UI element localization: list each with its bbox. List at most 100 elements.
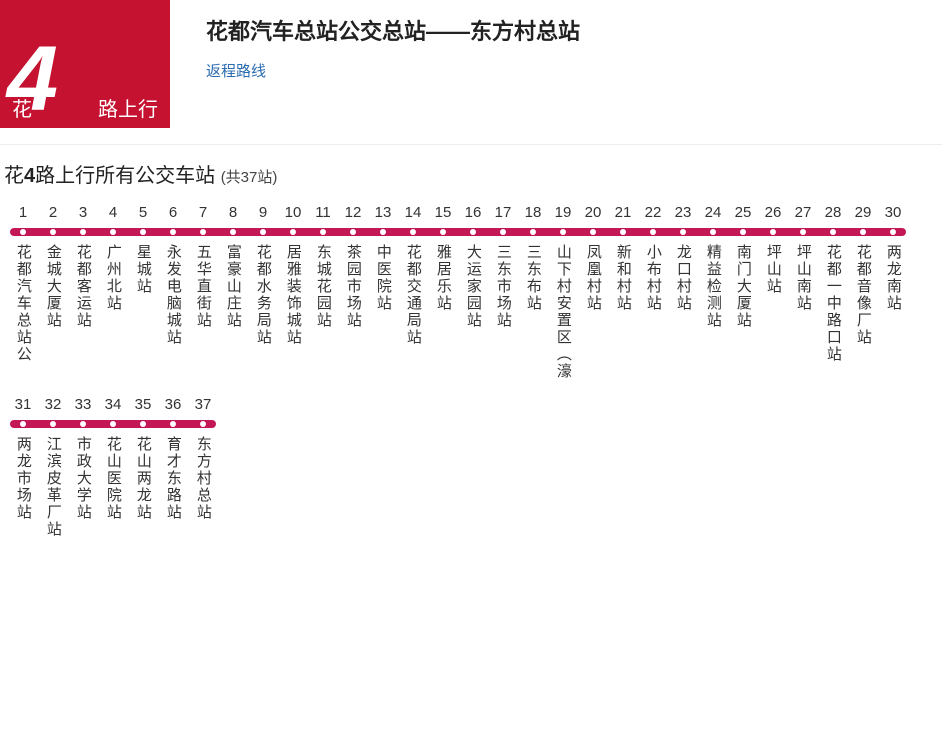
line-segment <box>398 226 428 238</box>
station-cell: 32 江滨皮革厂站 <box>38 394 68 538</box>
station-number: 8 <box>229 202 237 224</box>
header: 花 4 路上行 花都汽车总站公交总站——东方村总站 返程路线 <box>0 0 942 128</box>
station-name[interactable]: 两龙市场站 <box>15 436 31 521</box>
station-number: 35 <box>135 394 152 416</box>
divider <box>0 144 942 145</box>
station-number: 21 <box>615 202 632 224</box>
station-name[interactable]: 东城花园站 <box>315 244 331 329</box>
station-name[interactable]: 南门大厦站 <box>735 244 751 329</box>
stations-section-title: 花4路上行所有公交车站 (共37站) <box>0 159 942 192</box>
header-info: 花都汽车总站公交总站——东方村总站 返程路线 <box>170 0 580 81</box>
station-dot <box>140 421 146 427</box>
station-number: 14 <box>405 202 422 224</box>
station-name[interactable]: 花都客运站 <box>75 244 91 329</box>
title-mid: 路上行所有公交车站 <box>35 165 221 187</box>
station-name[interactable]: 育才东路站 <box>165 436 181 521</box>
line-segment <box>188 418 218 430</box>
station-dot <box>380 229 386 235</box>
station-cell: 30两龙南站 <box>878 202 908 312</box>
station-name[interactable]: 花都交通局站 <box>405 244 421 346</box>
station-name[interactable]: 星城站 <box>135 244 151 295</box>
station-name[interactable]: 永发电脑城站 <box>165 244 181 346</box>
line-segment <box>728 226 758 238</box>
station-number: 16 <box>465 202 482 224</box>
line-segment <box>788 226 818 238</box>
station-name[interactable]: 小布村站 <box>645 244 661 312</box>
line-segment <box>188 226 218 238</box>
station-name[interactable]: 花都一中路口站 <box>825 244 841 363</box>
station-dot <box>650 229 656 235</box>
station-dot <box>530 229 536 235</box>
station-name[interactable]: 雅居乐站 <box>435 244 451 312</box>
station-dot <box>80 229 86 235</box>
station-number: 5 <box>139 202 147 224</box>
station-name[interactable]: 新和村站 <box>615 244 631 312</box>
station-cell: 27坪山南站 <box>788 202 818 312</box>
station-name[interactable]: 龙口村站 <box>675 244 691 312</box>
station-cell: 5 星城站 <box>128 202 158 295</box>
station-cell: 17 三东市场站 <box>488 202 518 329</box>
station-dot <box>50 421 56 427</box>
station-cell: 29花都音像厂站 <box>848 202 878 346</box>
station-name[interactable]: 坪山南站 <box>795 244 811 312</box>
station-dot <box>260 229 266 235</box>
line-segment <box>368 226 398 238</box>
station-name[interactable]: 山下村安置区（濠 <box>555 244 571 380</box>
station-name[interactable]: 中医院站 <box>375 244 391 312</box>
line-segment <box>38 418 68 430</box>
line-segment <box>578 226 608 238</box>
badge-suffix: 路上行 <box>98 93 158 122</box>
station-dot <box>110 421 116 427</box>
station-name[interactable]: 东方村总站 <box>195 436 211 521</box>
line-segment <box>878 226 908 238</box>
badge-number: 4 <box>7 43 58 117</box>
return-route-link[interactable]: 返程路线 <box>206 60 266 81</box>
station-name[interactable]: 广州北站 <box>105 244 121 312</box>
station-number: 32 <box>45 394 62 416</box>
station-dot <box>320 229 326 235</box>
station-name[interactable]: 花都水务局站 <box>255 244 271 346</box>
station-cell: 36 育才东路站 <box>158 394 188 521</box>
station-name[interactable]: 茶园市场站 <box>345 244 361 329</box>
station-dot <box>170 229 176 235</box>
station-name[interactable]: 花都汽车总站公 <box>15 244 31 363</box>
station-dot <box>710 229 716 235</box>
line-segment <box>818 226 848 238</box>
line-segment <box>158 226 188 238</box>
station-name[interactable]: 凤凰村站 <box>585 244 601 312</box>
station-name[interactable]: 三东布站 <box>525 244 541 312</box>
station-number: 3 <box>79 202 87 224</box>
station-number: 26 <box>765 202 782 224</box>
station-number: 17 <box>495 202 512 224</box>
line-segment <box>218 226 248 238</box>
station-dot <box>20 229 26 235</box>
station-cell: 37东方村总站 <box>188 394 218 521</box>
station-name[interactable]: 两龙南站 <box>885 244 901 312</box>
station-cell: 28花都一中路口站 <box>818 202 848 363</box>
station-name[interactable]: 三东市场站 <box>495 244 511 329</box>
line-segment <box>848 226 878 238</box>
station-name[interactable]: 花山两龙站 <box>135 436 151 521</box>
station-dot <box>590 229 596 235</box>
line-segment <box>608 226 638 238</box>
station-cell: 19 山下村安置区（濠 <box>548 202 578 380</box>
station-name[interactable]: 五华直街站 <box>195 244 211 329</box>
line-segment <box>338 226 368 238</box>
station-name[interactable]: 居雅装饰城站 <box>285 244 301 346</box>
station-name[interactable]: 坪山站 <box>765 244 781 295</box>
station-name[interactable]: 富豪山庄站 <box>225 244 241 329</box>
station-number: 19 <box>555 202 572 224</box>
station-name[interactable]: 花山医院站 <box>105 436 121 521</box>
station-number: 36 <box>165 394 182 416</box>
station-name[interactable]: 精益检测站 <box>705 244 721 329</box>
station-dot <box>560 229 566 235</box>
line-segment <box>308 226 338 238</box>
station-name[interactable]: 市政大学站 <box>75 436 91 521</box>
station-name[interactable]: 金城大厦站 <box>45 244 61 329</box>
station-name[interactable]: 花都音像厂站 <box>855 244 871 346</box>
station-name[interactable]: 江滨皮革厂站 <box>45 436 61 538</box>
station-name[interactable]: 大运家园站 <box>465 244 481 329</box>
station-dot <box>410 229 416 235</box>
station-number: 7 <box>199 202 207 224</box>
station-cell: 26 坪山站 <box>758 202 788 295</box>
